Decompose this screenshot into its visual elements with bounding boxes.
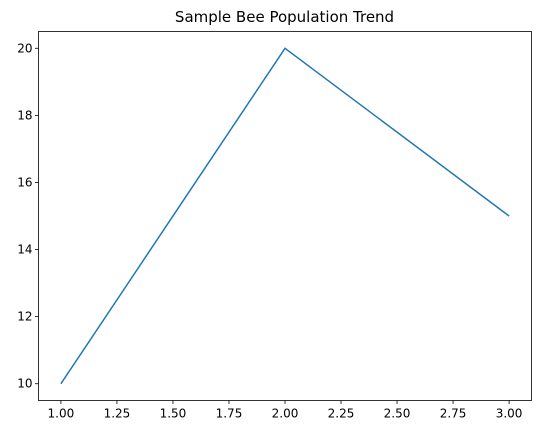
x-tick-label: 1.75 bbox=[216, 407, 243, 421]
x-tick-label: 1.00 bbox=[48, 407, 75, 421]
x-tick-label: 3.00 bbox=[496, 407, 523, 421]
line-series bbox=[60, 47, 510, 385]
x-tick-label: 2.00 bbox=[272, 407, 299, 421]
x-tick-label: 2.75 bbox=[440, 407, 467, 421]
x-tick-label: 2.50 bbox=[384, 407, 411, 421]
y-tick-label: 10 bbox=[17, 377, 32, 391]
y-tick-label: 20 bbox=[17, 41, 32, 55]
x-tick-label: 2.25 bbox=[328, 407, 355, 421]
y-tick-label: 18 bbox=[17, 108, 32, 122]
y-tick-label: 12 bbox=[17, 310, 32, 324]
axes-frame bbox=[38, 31, 532, 401]
y-tick-label: 16 bbox=[17, 175, 32, 189]
chart-title: Sample Bee Population Trend bbox=[175, 8, 394, 26]
x-tick-label: 1.25 bbox=[104, 407, 131, 421]
x-tick-label: 1.50 bbox=[160, 407, 187, 421]
y-tick-label: 14 bbox=[17, 243, 32, 257]
